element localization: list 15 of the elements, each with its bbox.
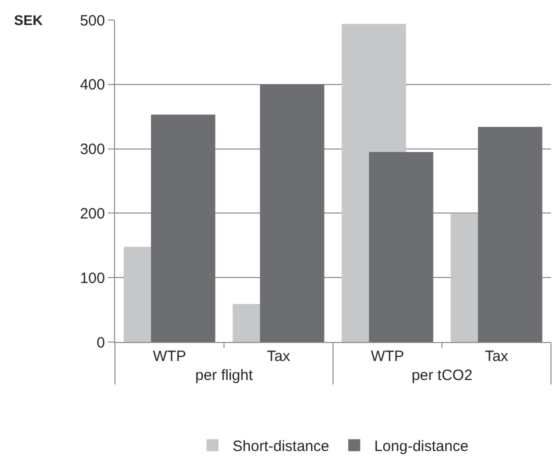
y-tick-label: 400	[80, 76, 105, 94]
legend-label: Long-distance	[374, 438, 468, 456]
x-tick-label: WTP	[152, 348, 186, 365]
x-tick-label: WTP	[370, 348, 404, 365]
x-tick-label: Tax	[484, 348, 509, 365]
y-tick-label: 100	[80, 270, 105, 287]
y-tick-label: 300	[80, 141, 105, 158]
y-tick-label: 500	[80, 12, 105, 30]
text: per flight	[195, 367, 254, 384]
y-tick-label: 200	[80, 205, 105, 222]
legend-label: Short-distance	[232, 438, 330, 456]
x-tick-label: Tax	[266, 348, 291, 365]
y-tick-label: 0	[96, 334, 105, 352]
text: per tCO2	[412, 367, 472, 384]
y-axis-title: SEK	[14, 12, 43, 28]
